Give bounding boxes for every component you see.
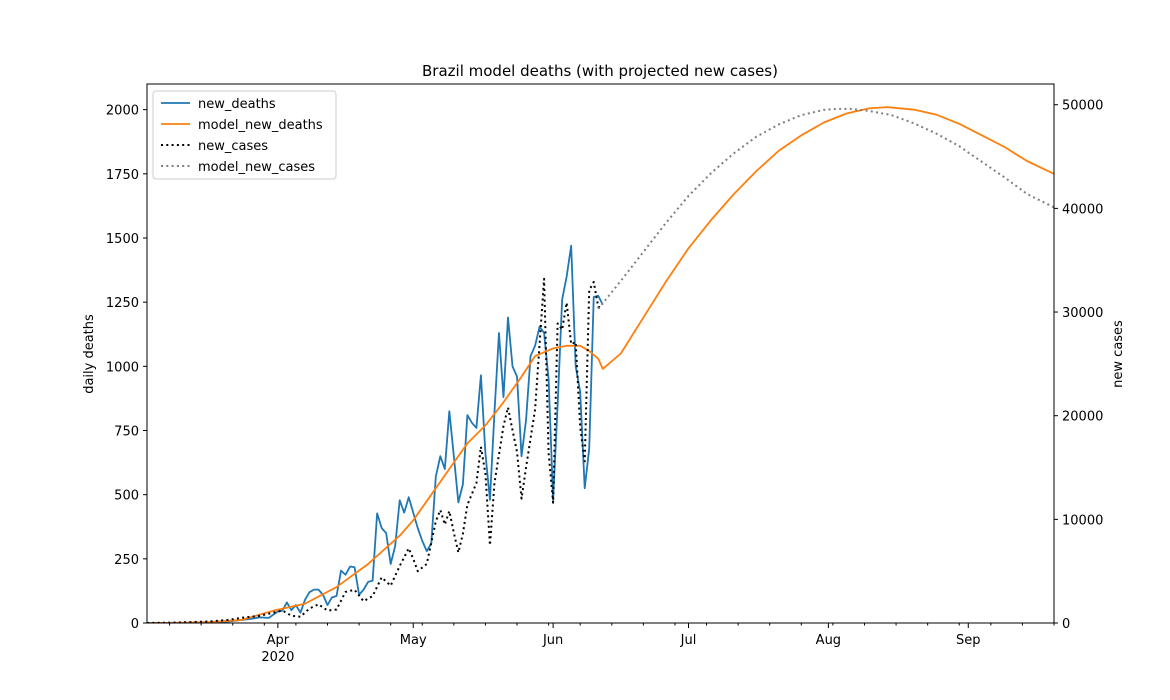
axes: 0250500750100012501500175020000100002000… xyxy=(106,83,1103,665)
y-tick-label: 0 xyxy=(131,617,139,632)
series-line-model-new-cases xyxy=(597,107,1054,310)
y-tick-label: 1250 xyxy=(106,296,139,311)
series-line-new-cases xyxy=(147,277,603,623)
legend-label-new-cases: new_cases xyxy=(198,139,268,154)
legend-label-model-new-deaths: model_new_deaths xyxy=(198,118,323,133)
y-tick-label: 1000 xyxy=(106,360,139,375)
y2-tick-label: 20000 xyxy=(1062,410,1103,425)
y2-axis-label: new cases xyxy=(1111,320,1126,388)
y2-tick-label: 10000 xyxy=(1062,513,1103,528)
y-tick-label: 250 xyxy=(114,553,139,568)
x-tick-sublabel: 2020 xyxy=(261,650,294,665)
legend-label-model-new-cases: model_new_cases xyxy=(198,160,315,175)
y-tick-label: 2000 xyxy=(106,104,139,119)
y-tick-label: 500 xyxy=(114,489,139,504)
legend: new_deaths model_new_deaths new_casesmodel… xyxy=(152,90,337,180)
x-tick-label: Apr xyxy=(267,633,290,648)
series-line-new-deaths xyxy=(147,244,604,623)
y2-tick-label: 30000 xyxy=(1062,306,1103,321)
y2-tick-label: 0 xyxy=(1062,617,1070,632)
y-tick-label: 750 xyxy=(114,425,139,440)
x-tick-label: Jul xyxy=(680,633,697,648)
x-tick-label: May xyxy=(400,633,427,648)
legend-box xyxy=(152,90,337,180)
x-tick-label: Aug xyxy=(816,633,841,648)
series-line-model-new-deaths xyxy=(147,106,1054,623)
y-tick-label: 1750 xyxy=(106,168,139,183)
chart-title: Brazil model deaths (with projected new … xyxy=(422,62,778,80)
legend-label-new-deaths: new_deaths xyxy=(198,97,276,112)
x-tick-label: Jun xyxy=(542,633,563,648)
x-tick-label: Sep xyxy=(956,633,981,648)
plot-area xyxy=(147,106,1054,623)
plot-frame xyxy=(146,83,1055,624)
y2-tick-label: 50000 xyxy=(1062,99,1103,114)
y2-tick-label: 40000 xyxy=(1062,202,1103,217)
y-axis-label: daily deaths xyxy=(82,314,97,394)
y-tick-label: 1500 xyxy=(106,232,139,247)
